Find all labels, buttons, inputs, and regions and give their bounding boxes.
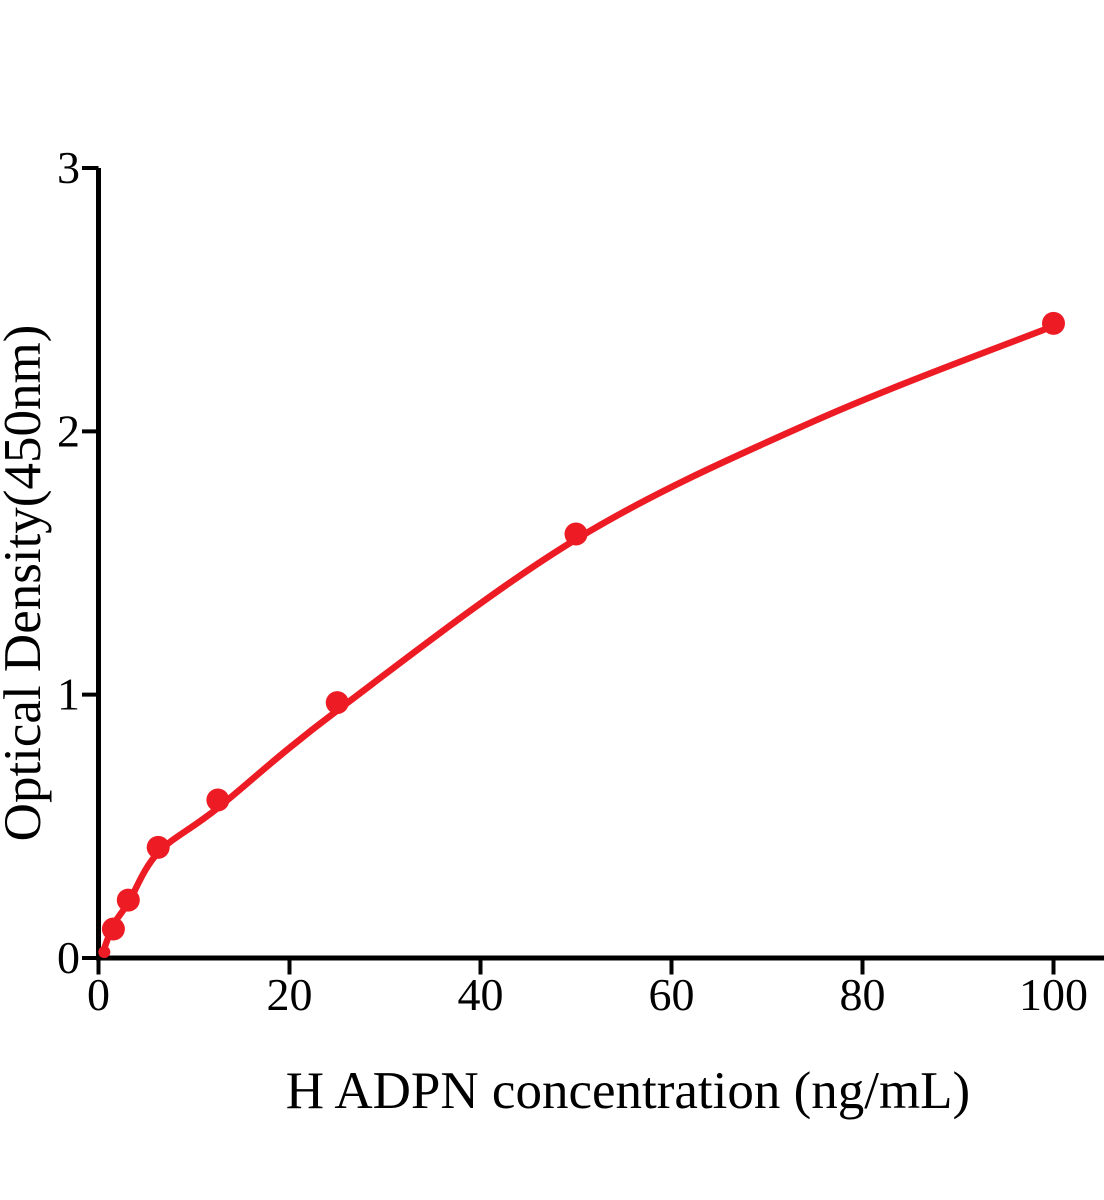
y-tick-label: 0 — [57, 932, 80, 983]
data-point — [116, 888, 140, 912]
x-tick-label: 20 — [267, 969, 313, 1020]
data-point — [1042, 311, 1065, 335]
data-point — [146, 835, 170, 859]
x-tick-label: 0 — [87, 969, 110, 1020]
data-point — [325, 691, 349, 715]
series-layer — [98, 311, 1065, 959]
x-tick-label: 100 — [1019, 969, 1088, 1020]
data-point — [206, 788, 230, 812]
y-tick-label: 2 — [57, 405, 80, 456]
fit-curve — [99, 322, 1057, 958]
x-tick-label: 40 — [458, 969, 504, 1020]
y-axis-title: Optical Density(450nm) — [0, 325, 52, 842]
y-tick-label: 1 — [57, 669, 80, 720]
axes-layer — [96, 168, 1104, 961]
x-tick-label: 80 — [840, 969, 886, 1020]
tick-layer: 0 20 40 60 80 100 0 1 2 3 — [57, 142, 1088, 1020]
x-axis-title: H ADPN concentration (ng/mL) — [286, 1062, 970, 1120]
y-tick-label: 3 — [57, 142, 80, 193]
data-point — [564, 522, 588, 546]
x-tick-label: 60 — [649, 969, 695, 1020]
curve-start-cap — [98, 946, 111, 959]
data-point — [101, 917, 125, 941]
